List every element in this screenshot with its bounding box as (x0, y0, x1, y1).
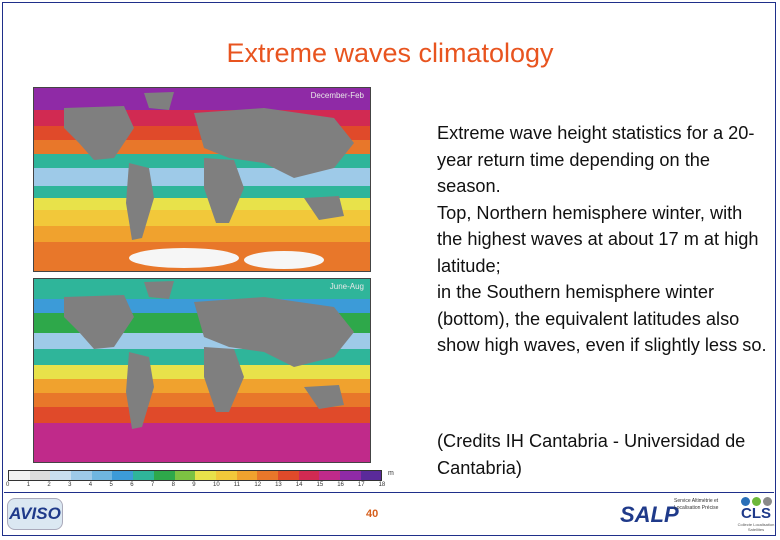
description: Extreme wave height statistics for a 20-… (437, 120, 767, 359)
legend-tick-label: 11 (233, 482, 240, 488)
legend-tick-label: 16 (337, 482, 344, 488)
legend-tick-label: 2 (47, 482, 51, 488)
legend-swatch (298, 471, 320, 480)
legend-tick-label: 8 (171, 482, 175, 488)
legend-swatch (277, 471, 299, 480)
credits: (Credits IH Cantabria - Universidad de C… (437, 431, 746, 478)
legend-swatch (153, 471, 175, 480)
cls-logo-subtitle: Collecte Localisation Satellites (737, 522, 775, 532)
legend-tick-label: 3 (68, 482, 72, 488)
legend-swatch (236, 471, 258, 480)
legend-tick-label: 17 (357, 482, 365, 488)
legend-tick-label: 6 (130, 482, 134, 488)
salp-logo: SALP (620, 502, 679, 527)
legend-swatch (215, 471, 237, 480)
legend-swatch (29, 471, 51, 480)
legend-swatch (91, 471, 113, 480)
legend-tick-label: 0 (6, 482, 10, 488)
legend-ticks: 0 1 2 3 4 5 6 7 8 9 10 11 12 13 14 15 16 17 18 (6, 481, 385, 493)
map-top-label: December-Feb (310, 91, 364, 100)
wave-map-bottom-graphic (34, 279, 370, 462)
legend-swatch (50, 471, 72, 480)
footer-divider (4, 492, 774, 493)
legend-color-bar (8, 470, 383, 481)
aviso-logo: AVISO (7, 498, 63, 530)
wave-map-bottom: June-Aug (33, 278, 371, 463)
legend-tick-label: 13 (275, 482, 282, 488)
cls-dot-blue (740, 497, 750, 506)
cls-logo: CLS Collecte Localisation Satellites (736, 496, 776, 532)
map-bottom-label: June-Aug (329, 282, 364, 291)
legend-tick-label: 9 (192, 482, 196, 488)
legend-tick-label: 7 (150, 482, 155, 488)
legend-swatch (340, 471, 361, 480)
wave-map-top: December-Feb (33, 87, 371, 272)
legend-tick-label: 5 (109, 482, 113, 488)
legend-swatch (174, 471, 196, 480)
wave-map-top-graphic (34, 88, 370, 271)
legend-swatch (360, 471, 382, 480)
description-paragraph-2: Top, Northern hemisphere winter, with th… (437, 202, 759, 276)
legend-swatch (71, 471, 92, 480)
legend-swatch (133, 471, 154, 480)
legend-swatch (9, 471, 30, 480)
slide-title: Extreme waves climatology (226, 38, 554, 68)
legend-swatch (257, 471, 278, 480)
legend-swatch (319, 471, 340, 480)
description-paragraph-3: in the Southern hemisphere winter (botto… (437, 282, 767, 355)
page-number: 40 (366, 508, 379, 520)
description-paragraph-1: Extreme wave height statistics for a 20-… (437, 123, 755, 196)
cls-dot-green (751, 497, 761, 506)
legend-tick-label: 10 (213, 482, 220, 488)
legend-unit: m (388, 470, 394, 477)
legend-tick-label: 14 (295, 482, 303, 488)
cls-dot-grey (762, 497, 772, 506)
legend-tick-label: 18 (378, 482, 386, 488)
legend-tick-label: 15 (316, 482, 324, 488)
cls-logo-dots (736, 497, 776, 506)
legend-tick-label: 12 (254, 482, 262, 488)
color-legend: 0 1 2 3 4 5 6 7 8 9 10 11 12 13 14 15 16 17 18 (6, 470, 385, 493)
legend-swatch (112, 471, 134, 480)
salp-logo-subtitle: Service Altimétrie et Localisation Préci… (674, 498, 719, 511)
legend-tick-label: 1 (26, 482, 31, 488)
legend-tick-label: 4 (88, 482, 93, 488)
cls-logo-text: CLS (741, 505, 771, 522)
legend-swatch (195, 471, 216, 480)
